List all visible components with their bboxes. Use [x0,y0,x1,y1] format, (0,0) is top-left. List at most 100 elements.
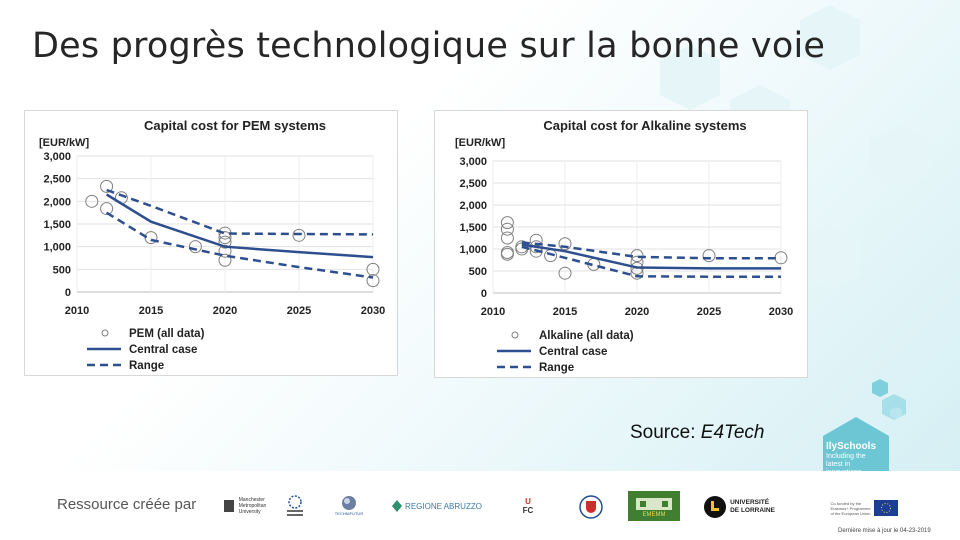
lorraine-emblem-icon [704,496,727,518]
data-point [218,253,232,267]
data-point [218,244,232,258]
data-point [100,179,114,193]
technifutur-wordmark: TECHNIFUTUR [334,510,364,516]
ufc-line-1: U [525,497,531,506]
erasmus-line-1: Co-funded by the [830,500,862,506]
central-case-line [521,243,781,270]
legend-label: Central case [129,344,197,356]
erasmus-cofunded-logo[interactable]: Co-funded by the Erasmus+ Programme of t… [822,498,906,518]
x-tick-label: 2025 [287,305,311,317]
resource-created-by-label: Ressource créée par [57,496,197,513]
chart-title: Capital cost for PEM systems [144,118,326,133]
y-tick-label: 2,000 [459,200,487,212]
y-axis-label: [EUR/kW] [39,137,89,149]
data-point [188,240,202,254]
data-point [366,274,380,288]
manchester-line-1: Manchester [238,497,265,503]
lorraine-line-2: DE LORRAINE [730,507,775,514]
y-tick-label: 3,000 [459,156,487,168]
y-tick-label: 1,000 [459,244,487,256]
erasmus-line-2: Erasmus+ Programme [830,505,871,511]
technifutur-globe-icon [342,495,356,510]
y-tick-label: 0 [481,288,487,300]
alkaline-capital-cost-chart: Capital cost for Alkaline systems [EUR/kW… [455,118,793,374]
manchester-crest-icon [223,500,234,512]
range-line [105,211,374,279]
y-tick-label: 2,500 [459,178,487,190]
data-point [366,262,380,276]
data-point [218,235,232,249]
ufc-logo[interactable]: U FC [515,492,541,520]
emem-logo[interactable]: EMEMM [628,491,680,521]
emem-building-icon [636,498,672,510]
x-tick-label: 2020 [625,306,649,318]
legend-label: Central case [539,346,607,358]
x-tick-label: 2010 [65,305,89,317]
data-point [558,266,572,280]
data-point [702,249,716,263]
legend-label: Range [129,360,164,372]
ilyschools-name: IlySchools [826,441,877,452]
data-point [500,222,514,236]
manchester-line-3: University [238,509,261,515]
last-update-note: Dernière mise à jour le 04-23-2019 [838,528,931,534]
partner-shield-icon [579,495,603,519]
range-line [521,241,781,260]
page-title: Des progrès technologique sur la bonne v… [32,26,826,66]
x-tick-label: 2015 [139,305,163,317]
y-tick-label: 2,500 [43,174,71,186]
legend-label: PEM (all data) [129,328,205,340]
pem-capital-cost-chart: Capital cost for PEM systems [EUR/kW] 0 500… [39,118,385,372]
regione-abruzzo-logo[interactable]: REGIONE ABRUZZO [388,498,486,514]
manchester-line-2: Metropolitan [238,503,267,509]
footer-bar [0,471,960,540]
ufc-line-2: FC [522,506,534,515]
manchester-metropolitan-logo[interactable]: Manchester Metropolitan University [213,494,275,518]
y-axis-label: [EUR/kW] [455,137,505,149]
partner-emblem-icon [287,495,303,516]
y-tick-label: 0 [65,287,71,299]
data-point [218,231,232,245]
eu-flag-icon [873,500,898,516]
x-tick-label: 2030 [769,306,793,318]
emem-wordmark: EMEMM [642,512,666,518]
data-point [100,202,114,216]
abruzzo-emblem-icon [392,500,403,512]
legend-marker [101,329,109,337]
data-point [500,247,514,261]
y-tick-label: 1,500 [459,222,487,234]
y-tick-label: 3,000 [43,151,71,163]
technifutur-logo[interactable]: TECHNIFUTUR [330,492,368,518]
data-point [85,194,99,208]
y-tick-label: 500 [469,266,487,278]
partner-logo-6[interactable] [578,494,604,520]
chart-title: Capital cost for Alkaline systems [543,118,746,133]
alkaline-chart-panel: Capital cost for Alkaline systems [EUR/kW… [434,110,808,378]
ilyschools-tagline-1: Including the [826,453,866,460]
y-tick-label: 1,500 [43,219,71,231]
range-line [106,188,374,236]
y-tick-label: 1,000 [43,242,71,254]
data-point [558,237,572,251]
y-tick-label: 500 [53,264,71,276]
data-point [544,249,558,263]
regione-abruzzo-wordmark: REGIONE ABRUZZO [405,501,482,511]
legend-marker [511,331,519,339]
legend-label: Range [539,362,574,374]
erasmus-line-3: of the European Union [830,510,871,516]
y-tick-label: 2,000 [43,196,71,208]
source-prefix: Source: [630,422,701,443]
legend-label: Alkaline (all data) [539,330,634,342]
x-tick-label: 2015 [553,306,577,318]
lorraine-line-1: UNIVERSITÉ [730,499,770,506]
x-tick-label: 2020 [213,305,237,317]
universite-lorraine-logo[interactable]: UNIVERSITÉ DE LORRAINE [703,494,775,520]
ilyschools-tagline-2: latest in [826,461,851,468]
partner-logo-2[interactable] [282,492,308,520]
data-point [500,216,514,230]
x-tick-label: 2010 [481,306,505,318]
source-citation: Source: E4Tech [630,422,765,444]
source-name: E4Tech [700,422,765,443]
range-line [521,245,781,278]
data-point [500,231,514,245]
